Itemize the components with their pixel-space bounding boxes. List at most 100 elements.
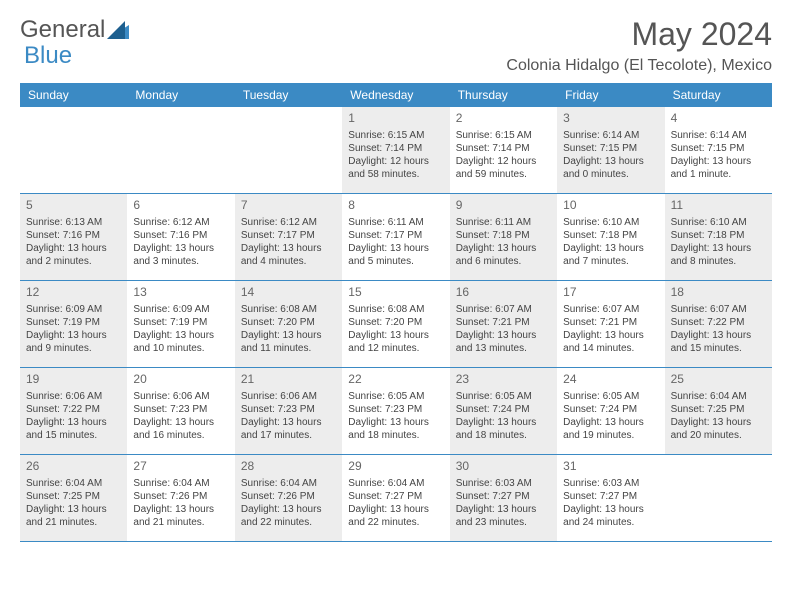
daylight-text: Daylight: 13 hours and 11 minutes. (241, 329, 336, 355)
daylight-text: Daylight: 13 hours and 2 minutes. (26, 242, 121, 268)
sunset-text: Sunset: 7:14 PM (348, 142, 443, 155)
day-header: Thursday (450, 83, 557, 107)
day-number: 25 (671, 372, 766, 388)
sunset-text: Sunset: 7:18 PM (456, 229, 551, 242)
daylight-text: Daylight: 13 hours and 23 minutes. (456, 503, 551, 529)
daylight-text: Daylight: 13 hours and 10 minutes. (133, 329, 228, 355)
sunrise-text: Sunrise: 6:11 AM (456, 216, 551, 229)
day-number: 21 (241, 372, 336, 388)
calendar-cell: 25 Sunrise: 6:04 AMSunset: 7:25 PMDayligh… (665, 368, 772, 454)
day-number: 18 (671, 285, 766, 301)
sunset-text: Sunset: 7:20 PM (241, 316, 336, 329)
daylight-text: Daylight: 13 hours and 7 minutes. (563, 242, 658, 268)
day-number: 31 (563, 459, 658, 475)
calendar-cell: 7Sunrise: 6:12 AMSunset: 7:17 PMDaylight… (235, 194, 342, 280)
sunset-text: Sunset: 7:18 PM (671, 229, 766, 242)
daylight-text: Daylight: 13 hours and 15 minutes. (671, 329, 766, 355)
sunrise-text: Sunrise: 6:15 AM (456, 129, 551, 142)
calendar-cell: 12Sunrise: 6:09 AMSunset: 7:19 PMDayligh… (20, 281, 127, 367)
daylight-text: Daylight: 13 hours and 17 minutes. (241, 416, 336, 442)
sunrise-text: Sunrise: 6:07 AM (563, 303, 658, 316)
daylight-text: Daylight: 13 hours and 22 minutes. (241, 503, 336, 529)
calendar-cell: 29Sunrise: 6:04 AMSunset: 7:27 PMDayligh… (342, 455, 449, 541)
daylight-text: Daylight: 13 hours and 6 minutes. (456, 242, 551, 268)
sunrise-text: Sunrise: 6:06 AM (26, 390, 121, 403)
sunset-text: Sunset: 7:26 PM (133, 490, 228, 503)
header: General May 2024 Colonia Hidalgo (El Tec… (20, 16, 772, 75)
calendar-cell: 18Sunrise: 6:07 AMSunset: 7:22 PMDayligh… (665, 281, 772, 367)
sunset-text: Sunset: 7:14 PM (456, 142, 551, 155)
sunset-text: Sunset: 7:18 PM (563, 229, 658, 242)
sunrise-text: Sunrise: 6:12 AM (133, 216, 228, 229)
calendar-cell: 30Sunrise: 6:03 AMSunset: 7:27 PMDayligh… (450, 455, 557, 541)
day-number: 13 (133, 285, 228, 301)
day-number: 23 (456, 372, 551, 388)
daylight-text: Daylight: 13 hours and 8 minutes. (671, 242, 766, 268)
calendar-week: 26Sunrise: 6:04 AMSunset: 7:25 PMDayligh… (20, 455, 772, 542)
sunset-text: Sunset: 7:16 PM (26, 229, 121, 242)
day-number: 27 (133, 459, 228, 475)
sunrise-text: Sunrise: 6:10 AM (671, 216, 766, 229)
calendar-cell: 27 Sunrise: 6:04 AMSunset: 7:26 PMDayligh… (127, 455, 234, 541)
calendar-body: 1Sunrise: 6:15 AMSunset: 7:14 PMDaylight… (20, 107, 772, 542)
sunrise-text: Sunrise: 6:11 AM (348, 216, 443, 229)
daylight-text: Daylight: 13 hours and 20 minutes. (671, 416, 766, 442)
day-header: Wednesday (342, 83, 449, 107)
sunset-text: Sunset: 7:25 PM (671, 403, 766, 416)
sunrise-text: Sunrise: 6:03 AM (456, 477, 551, 490)
calendar-cell: 6Sunrise: 6:12 AMSunset: 7:16 PMDaylight… (127, 194, 234, 280)
sunset-text: Sunset: 7:26 PM (241, 490, 336, 503)
day-number: 20 (133, 372, 228, 388)
sunrise-text: Sunrise: 6:09 AM (133, 303, 228, 316)
sunset-text: Sunset: 7:22 PM (26, 403, 121, 416)
calendar-cell: 26Sunrise: 6:04 AMSunset: 7:25 PMDayligh… (20, 455, 127, 541)
sunrise-text: Sunrise: 6:06 AM (133, 390, 228, 403)
month-title: May 2024 (506, 16, 772, 53)
calendar-cell: 22Sunrise: 6:05 AMSunset: 7:23 PMDayligh… (342, 368, 449, 454)
sunrise-text: Sunrise: 6:08 AM (241, 303, 336, 316)
day-number: 19 (26, 372, 121, 388)
sunset-text: Sunset: 7:17 PM (241, 229, 336, 242)
logo-text-general: General (20, 16, 105, 44)
day-header: Sunday (20, 83, 127, 107)
calendar-cell: 13 Sunrise: 6:09 AMSunset: 7:19 PMDayligh… (127, 281, 234, 367)
calendar-week: 1Sunrise: 6:15 AMSunset: 7:14 PMDaylight… (20, 107, 772, 194)
calendar-cell: 14 Sunrise: 6:08 AMSunset: 7:20 PMDayligh… (235, 281, 342, 367)
daylight-text: Daylight: 12 hours and 58 minutes. (348, 155, 443, 181)
day-number: 1 (348, 111, 443, 127)
daylight-text: Daylight: 13 hours and 15 minutes. (26, 416, 121, 442)
sunrise-text: Sunrise: 6:04 AM (133, 477, 228, 490)
sunrise-text: Sunrise: 6:13 AM (26, 216, 121, 229)
calendar-cell: 28Sunrise: 6:04 AMSunset: 7:26 PMDayligh… (235, 455, 342, 541)
sunset-text: Sunset: 7:20 PM (348, 316, 443, 329)
calendar: SundayMondayTuesdayWednesdayThursdayFrid… (20, 83, 772, 542)
sunset-text: Sunset: 7:19 PM (133, 316, 228, 329)
calendar-cell: 15Sunrise: 6:08 AMSunset: 7:20 PMDayligh… (342, 281, 449, 367)
sunset-text: Sunset: 7:21 PM (456, 316, 551, 329)
daylight-text: Daylight: 13 hours and 1 minute. (671, 155, 766, 181)
daylight-text: Daylight: 12 hours and 59 minutes. (456, 155, 551, 181)
sunset-text: Sunset: 7:15 PM (671, 142, 766, 155)
day-number: 15 (348, 285, 443, 301)
day-number: 16 (456, 285, 551, 301)
daylight-text: Daylight: 13 hours and 21 minutes. (26, 503, 121, 529)
calendar-week: 12Sunrise: 6:09 AMSunset: 7:19 PMDayligh… (20, 281, 772, 368)
day-number: 14 (241, 285, 336, 301)
sunrise-text: Sunrise: 6:04 AM (671, 390, 766, 403)
daylight-text: Daylight: 13 hours and 16 minutes. (133, 416, 228, 442)
day-header: Friday (557, 83, 664, 107)
day-number: 11 (671, 198, 766, 214)
sunrise-text: Sunrise: 6:05 AM (348, 390, 443, 403)
daylight-text: Daylight: 13 hours and 18 minutes. (348, 416, 443, 442)
sunset-text: Sunset: 7:23 PM (241, 403, 336, 416)
sunrise-text: Sunrise: 6:07 AM (671, 303, 766, 316)
day-number: 6 (133, 198, 228, 214)
day-number: 8 (348, 198, 443, 214)
daylight-text: Daylight: 13 hours and 21 minutes. (133, 503, 228, 529)
logo: General (20, 16, 129, 44)
calendar-cell (665, 455, 772, 541)
day-number: 26 (26, 459, 121, 475)
sunset-text: Sunset: 7:19 PM (26, 316, 121, 329)
calendar-cell (20, 107, 127, 193)
daylight-text: Daylight: 13 hours and 12 minutes. (348, 329, 443, 355)
